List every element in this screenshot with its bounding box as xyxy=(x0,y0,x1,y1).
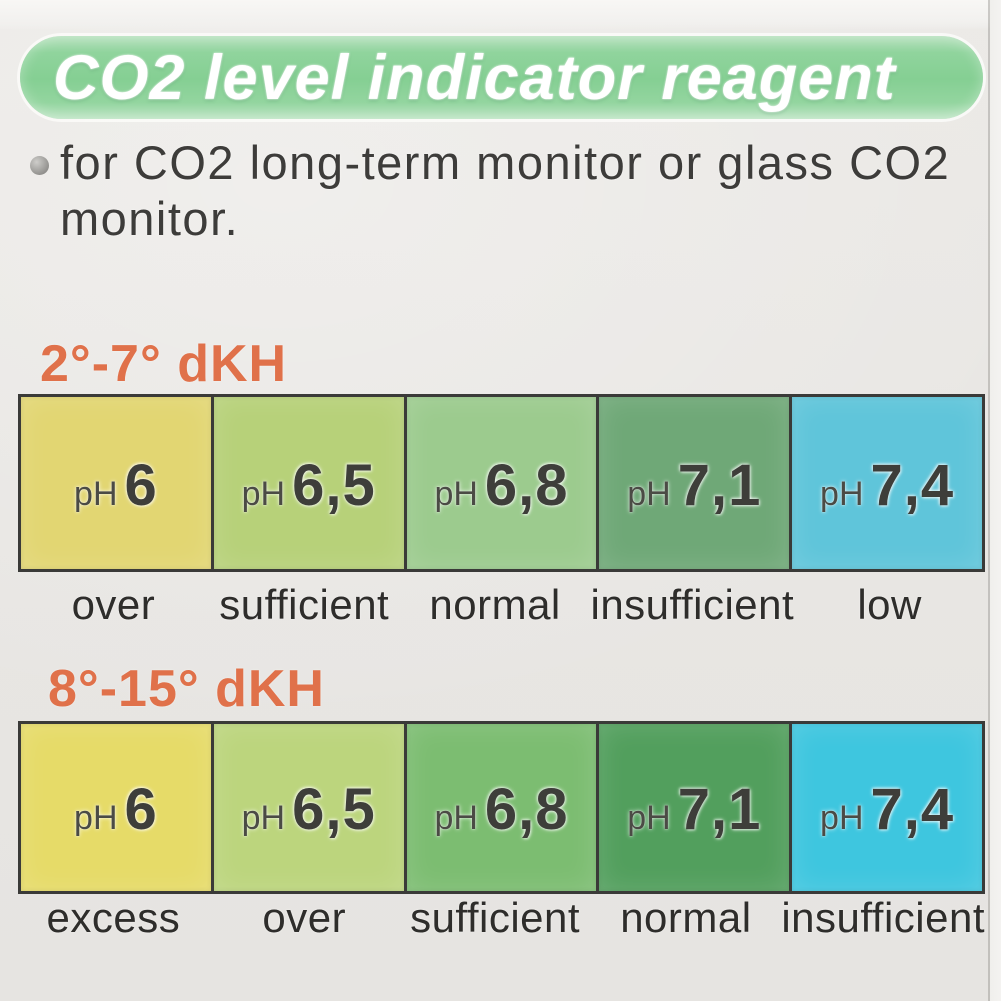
ph-value: 6 xyxy=(124,777,158,842)
ph-reading: pH 7,1 xyxy=(627,452,761,519)
swatch-cell-ph7-4: pH 7,4 xyxy=(792,397,982,569)
ph-reading: pH 6,8 xyxy=(434,452,568,519)
swatch-cell-ph7-4: pH 7,4 xyxy=(792,724,982,891)
ph-unit-label: pH xyxy=(627,474,671,513)
ph-reading: pH 7,4 xyxy=(820,452,954,519)
ph-unit-label: pH xyxy=(74,799,118,837)
usage-description: for CO2 long-term monitor or glass CO2 m… xyxy=(60,135,1001,247)
ph-value: 6,5 xyxy=(292,452,376,518)
ph-value: 7,4 xyxy=(870,777,955,842)
label-right-edge-line xyxy=(988,0,990,1001)
status-sufficient: sufficient xyxy=(410,894,581,941)
label-right-edge xyxy=(990,0,1001,1001)
section-heading-8-15-dkh: 8°-15° dKH xyxy=(48,660,325,718)
ph-value: 7,4 xyxy=(870,452,955,518)
swatch-cell-ph6-5: pH 6,5 xyxy=(213,724,407,891)
ph-reading: pH 6 xyxy=(74,776,158,843)
usage-description-line1: for CO2 long-term monitor or glass CO2 xyxy=(60,136,951,189)
swatch-cell-ph6: pH 6 xyxy=(21,397,214,569)
status-insufficient: insufficient xyxy=(781,894,985,941)
ph-unit-label: pH xyxy=(434,799,478,837)
ph-unit-label: pH xyxy=(434,474,478,513)
ph-value: 6,8 xyxy=(484,777,569,842)
status-labels-2-7-dkh: over sufficient normal insufficient low xyxy=(18,580,985,630)
ph-unit-label: pH xyxy=(627,799,671,837)
status-over: over xyxy=(262,894,347,941)
color-scale-8-15-dkh: pH 6 pH 6,5 pH 6,8 pH 7,1 pH 7,4 xyxy=(18,721,985,894)
swatch-cell-ph6-8: pH 6,8 xyxy=(406,724,600,891)
ph-value: 6,5 xyxy=(292,777,376,842)
swatch-cell-ph6-5: pH 6,5 xyxy=(213,397,407,569)
status-sufficient: sufficient xyxy=(219,581,390,628)
ph-reading: pH 6,5 xyxy=(242,776,376,843)
page-title: CO2 level indicator reagent xyxy=(53,42,896,113)
bullet-dot-icon xyxy=(30,156,49,175)
ph-reading: pH 6,5 xyxy=(242,452,376,519)
ph-value: 7,1 xyxy=(677,452,762,518)
swatch-cell-ph7-1: pH 7,1 xyxy=(599,397,793,569)
swatch-cell-ph6: pH 6 xyxy=(21,724,214,891)
ph-reading: pH 7,4 xyxy=(820,776,954,843)
status-low: low xyxy=(857,581,922,628)
color-scale-2-7-dkh: pH 6 pH 6,5 pH 6,8 pH 7,1 pH 7,4 xyxy=(18,394,985,572)
ph-unit-label: pH xyxy=(820,474,864,513)
status-over: over xyxy=(71,581,156,628)
ph-reading: pH 6,8 xyxy=(434,776,568,843)
label-top-edge xyxy=(0,0,1001,30)
status-insufficient: insufficient xyxy=(590,581,795,628)
usage-description-line2: monitor. xyxy=(60,192,240,245)
section-heading-2-7-dkh: 2°-7° dKH xyxy=(40,335,288,393)
status-normal: normal xyxy=(429,581,561,628)
ph-unit-label: pH xyxy=(241,474,286,513)
swatch-cell-ph7-1: pH 7,1 xyxy=(599,724,793,891)
ph-reading: pH 7,1 xyxy=(627,776,761,843)
ph-unit-label: pH xyxy=(74,474,118,513)
ph-unit-label: pH xyxy=(820,799,864,837)
status-excess: excess xyxy=(46,894,181,941)
status-normal: normal xyxy=(620,894,752,941)
ph-value: 6,8 xyxy=(484,452,569,518)
ph-value: 6 xyxy=(124,452,158,518)
ph-unit-label: pH xyxy=(241,799,286,837)
ph-value: 7,1 xyxy=(677,777,762,842)
title-banner: CO2 level indicator reagent xyxy=(20,36,983,119)
ph-reading: pH 6 xyxy=(74,452,158,519)
status-labels-8-15-dkh: excess over sufficient normal insufficie… xyxy=(18,893,985,943)
swatch-cell-ph6-8: pH 6,8 xyxy=(406,397,600,569)
